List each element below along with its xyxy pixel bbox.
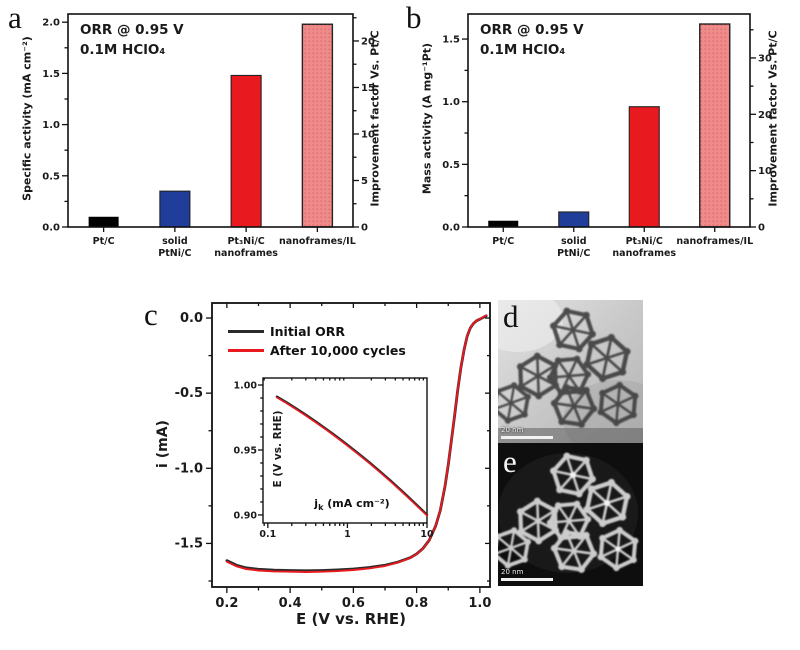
svg-text:0.0: 0.0 bbox=[180, 311, 203, 326]
bar-a-3 bbox=[301, 23, 334, 228]
svg-text:30: 30 bbox=[758, 53, 772, 64]
panel-letter-d: d bbox=[503, 299, 519, 334]
annotation-a-line2: 0.1M HClO₄ bbox=[80, 42, 166, 58]
scale-bar-d-label: 20 nm bbox=[501, 426, 524, 434]
svg-text:0.4: 0.4 bbox=[279, 596, 302, 611]
category-label: nanoframes/IL bbox=[676, 236, 753, 247]
svg-text:0: 0 bbox=[758, 223, 765, 234]
svg-text:1.0: 1.0 bbox=[468, 596, 491, 611]
scale-bar-e-line bbox=[501, 578, 553, 581]
svg-text:-1.0: -1.0 bbox=[175, 461, 203, 476]
inset-curve-after-cycles bbox=[276, 396, 428, 517]
svg-text:0.0: 0.0 bbox=[42, 223, 60, 234]
category-label: Pt₃Ni/C bbox=[626, 236, 663, 247]
annotation-a-line1: ORR @ 0.95 V bbox=[80, 22, 184, 38]
bar-b-3 bbox=[699, 23, 731, 228]
svg-text:0.90: 0.90 bbox=[234, 510, 258, 521]
bar-a-0 bbox=[88, 216, 119, 227]
svg-text:-1.5: -1.5 bbox=[175, 536, 203, 551]
annotation-b-line2: 0.1M HClO₄ bbox=[480, 42, 566, 58]
bar-a-2 bbox=[230, 74, 262, 228]
category-label: solid bbox=[561, 236, 587, 247]
category-label: Pt₃Ni/C bbox=[227, 236, 264, 247]
category-label: nanoframes bbox=[612, 248, 676, 259]
bar-b-2 bbox=[628, 106, 660, 228]
legend-swatch-after-cycles bbox=[228, 348, 264, 353]
legend-label-initial-orr: Initial ORR bbox=[270, 324, 346, 339]
svg-text:10: 10 bbox=[420, 529, 434, 540]
panel-letter-e: e bbox=[503, 444, 517, 479]
svg-text:0.2: 0.2 bbox=[215, 596, 238, 611]
svg-text:1: 1 bbox=[344, 529, 351, 540]
annotation-b-line1: ORR @ 0.95 V bbox=[480, 22, 584, 38]
axis-label-potential: E (V vs. RHE) bbox=[296, 610, 406, 628]
legend-label-after-cycles: After 10,000 cycles bbox=[270, 343, 406, 358]
legend-item-after-cycles: After 10,000 cycles bbox=[228, 341, 406, 360]
svg-text:0.5: 0.5 bbox=[42, 171, 60, 182]
svg-text:0.5: 0.5 bbox=[442, 160, 460, 171]
scale-bar-d-line bbox=[501, 436, 553, 439]
svg-text:20: 20 bbox=[361, 36, 375, 47]
svg-text:0.6: 0.6 bbox=[342, 596, 365, 611]
category-label: Pt/C bbox=[492, 236, 514, 247]
category-label: PtNi/C bbox=[557, 248, 590, 259]
annotation-a: ORR @ 0.95 V 0.1M HClO₄ bbox=[80, 20, 184, 60]
category-label: Pt/C bbox=[93, 236, 115, 247]
svg-text:2.0: 2.0 bbox=[42, 18, 60, 29]
bar-a-1 bbox=[159, 190, 191, 228]
legend-swatch-initial-orr bbox=[228, 329, 264, 334]
svg-text:0.0: 0.0 bbox=[442, 223, 460, 234]
inset-xlabel-j: j bbox=[314, 497, 319, 510]
scale-bar-e-label: 20 nm bbox=[501, 568, 524, 576]
inset-axis-label-kinetic-current: jk (mA cm⁻²) bbox=[297, 497, 407, 512]
svg-text:1.00: 1.00 bbox=[234, 381, 258, 392]
svg-text:-0.5: -0.5 bbox=[175, 386, 203, 401]
svg-text:0: 0 bbox=[361, 223, 368, 234]
inset-axis-label-potential: E (V vs. RHE) bbox=[272, 410, 284, 488]
tem-image-d bbox=[498, 300, 643, 443]
svg-text:10: 10 bbox=[758, 166, 772, 177]
svg-text:1.0: 1.0 bbox=[442, 97, 460, 108]
nanoframes-bright bbox=[498, 450, 643, 580]
curve-after-cycles bbox=[225, 314, 488, 573]
bar-b-0 bbox=[488, 220, 519, 227]
svg-text:1.5: 1.5 bbox=[442, 35, 460, 46]
annotation-b: ORR @ 0.95 V 0.1M HClO₄ bbox=[480, 20, 584, 60]
category-label: nanoframes/IL bbox=[279, 236, 356, 247]
axis-label-improvement-factor-a: Improvement factor Vs. Pt/C bbox=[368, 30, 382, 207]
category-label: nanoframes bbox=[214, 248, 278, 259]
panel-letter-c: c bbox=[144, 297, 158, 332]
scale-bar-d: 20 nm bbox=[501, 427, 553, 439]
tem-image-e bbox=[498, 443, 643, 586]
axis-label-specific-activity: Specific activity (mA cm⁻²) bbox=[20, 36, 34, 201]
axis-label-mass-activity: Mass activity (A mg⁻¹Pt) bbox=[420, 42, 434, 195]
legend-item-initial-orr: Initial ORR bbox=[228, 322, 406, 341]
svg-text:0.95: 0.95 bbox=[234, 445, 257, 456]
axis-label-improvement-factor-b: Improvement factor Vs. Pt/C bbox=[766, 30, 780, 207]
svg-text:0.1: 0.1 bbox=[259, 529, 276, 540]
legend: Initial ORR After 10,000 cycles bbox=[228, 322, 406, 360]
svg-text:1.5: 1.5 bbox=[42, 69, 60, 80]
svg-text:20: 20 bbox=[758, 110, 772, 121]
svg-text:15: 15 bbox=[361, 83, 375, 94]
svg-text:1.0: 1.0 bbox=[42, 120, 60, 131]
inset-xlabel-sub-k: k bbox=[318, 503, 324, 513]
panel-letter-b: b bbox=[406, 0, 422, 35]
bar-b-1 bbox=[558, 211, 590, 228]
scale-bar-e: 20 nm bbox=[501, 569, 553, 581]
panel-letter-a: a bbox=[8, 0, 22, 35]
inset-xlabel-units: (mA cm⁻²) bbox=[323, 497, 390, 510]
axis-label-current: i (mA) bbox=[155, 420, 171, 468]
svg-text:5: 5 bbox=[361, 176, 368, 187]
svg-text:10: 10 bbox=[361, 129, 375, 140]
category-label: solid bbox=[162, 236, 188, 247]
svg-text:0.8: 0.8 bbox=[405, 596, 428, 611]
category-label: PtNi/C bbox=[158, 248, 191, 259]
